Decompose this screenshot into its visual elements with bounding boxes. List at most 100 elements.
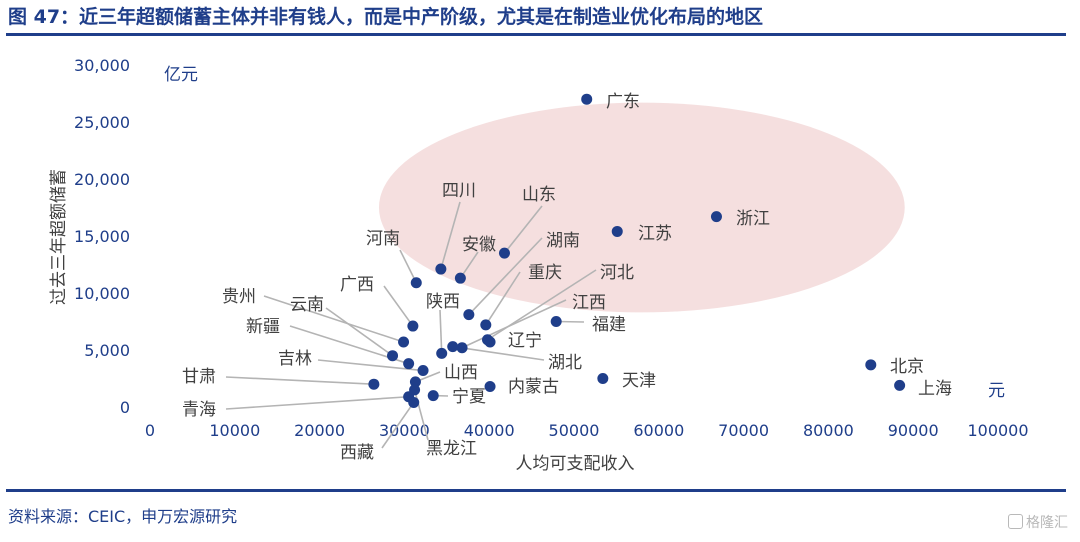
point-label: 新疆 bbox=[246, 317, 280, 337]
leader-line bbox=[485, 271, 521, 326]
data-point bbox=[408, 396, 420, 408]
data-point bbox=[550, 316, 562, 327]
watermark-text: 格隆汇 bbox=[1026, 515, 1068, 531]
leader-line bbox=[383, 285, 414, 327]
data-point bbox=[417, 365, 429, 377]
data-point bbox=[581, 93, 593, 105]
x-tick-label: 50000 bbox=[549, 421, 600, 440]
data-point bbox=[484, 380, 496, 392]
data-point bbox=[407, 320, 419, 332]
point-label: 宁夏 bbox=[452, 387, 486, 407]
data-point bbox=[427, 390, 439, 402]
point-label: 山东 bbox=[522, 185, 556, 205]
x-tick-label: 70000 bbox=[718, 421, 769, 440]
point-label: 湖南 bbox=[546, 231, 580, 251]
point-label: 河北 bbox=[600, 263, 634, 283]
point-label: 江苏 bbox=[638, 224, 672, 244]
leader-line bbox=[225, 395, 409, 410]
data-point bbox=[454, 272, 466, 284]
x-tick-label: 20000 bbox=[294, 421, 345, 440]
y-tick-label: 25,000 bbox=[74, 113, 130, 132]
point-label: 吉林 bbox=[278, 349, 312, 369]
data-point bbox=[484, 336, 496, 348]
x-tick-label: 80000 bbox=[803, 421, 854, 440]
data-point bbox=[456, 342, 468, 354]
data-point bbox=[398, 336, 410, 348]
point-label: 青海 bbox=[182, 400, 216, 420]
point-label: 黑龙江 bbox=[426, 439, 477, 459]
point-label: 北京 bbox=[890, 357, 924, 377]
y-tick-label: 30,000 bbox=[74, 56, 130, 75]
y-axis-label: 过去三年超额储蓄 bbox=[49, 169, 69, 305]
data-point bbox=[410, 277, 422, 289]
data-points bbox=[368, 93, 906, 408]
point-label: 云南 bbox=[290, 295, 324, 315]
source-rule bbox=[6, 489, 1066, 492]
data-point bbox=[409, 384, 421, 396]
point-label: 西藏 bbox=[340, 443, 374, 463]
point-label: 陕西 bbox=[426, 292, 460, 312]
axes: 亿元 元 人均可支配收入 过去三年超额储蓄 0 5,000 10,000 15,000… bbox=[49, 56, 1029, 474]
title-rule bbox=[6, 33, 1066, 36]
y-tick-label: 15,000 bbox=[74, 227, 130, 246]
data-point bbox=[436, 347, 448, 359]
y-unit-label: 亿元 bbox=[164, 65, 198, 85]
x-tick-label: 0 bbox=[145, 421, 155, 440]
data-point bbox=[368, 378, 380, 390]
leader-line bbox=[225, 376, 374, 385]
point-label: 安徽 bbox=[462, 235, 496, 255]
point-label: 重庆 bbox=[528, 263, 562, 283]
leader-line bbox=[461, 299, 567, 349]
data-point bbox=[409, 376, 421, 388]
leader-line bbox=[263, 295, 404, 343]
y-tick-label: 5,000 bbox=[84, 341, 130, 360]
y-tick-label: 20,000 bbox=[74, 170, 130, 189]
data-point bbox=[498, 247, 510, 259]
data-point bbox=[597, 373, 609, 384]
point-label: 甘肃 bbox=[182, 367, 216, 387]
y-tick-label: 10,000 bbox=[74, 284, 130, 303]
point-label: 山西 bbox=[444, 363, 478, 383]
x-tick-label: 30000 bbox=[379, 421, 430, 440]
watermark: 格隆汇 bbox=[1008, 512, 1068, 532]
source-note: 资料来源：CEIC，申万宏源研究 bbox=[8, 507, 238, 526]
point-label: 广西 bbox=[340, 275, 374, 295]
data-point bbox=[611, 225, 623, 237]
data-point bbox=[480, 319, 492, 331]
point-label: 广东 bbox=[606, 92, 640, 112]
x-tick-label: 60000 bbox=[633, 421, 684, 440]
data-point bbox=[403, 358, 415, 370]
x-unit-label: 元 bbox=[988, 381, 1005, 401]
watermark-logo-icon bbox=[1008, 514, 1023, 529]
point-label: 湖北 bbox=[548, 353, 582, 373]
data-point bbox=[435, 263, 447, 275]
leader-line bbox=[325, 307, 393, 357]
data-point bbox=[447, 341, 459, 353]
highlight-ellipse bbox=[378, 102, 905, 313]
leader-line bbox=[468, 237, 543, 316]
x-tick-label: 40000 bbox=[464, 421, 515, 440]
data-point bbox=[865, 359, 877, 371]
y-tick-label: 0 bbox=[120, 398, 130, 417]
data-point bbox=[894, 379, 906, 391]
x-tick-label: 100000 bbox=[967, 421, 1028, 440]
x-tick-label: 90000 bbox=[888, 421, 939, 440]
data-point bbox=[387, 350, 399, 362]
point-label: 河南 bbox=[366, 229, 400, 249]
leader-line bbox=[381, 401, 415, 449]
scatter-chart: 亿元 元 人均可支配收入 过去三年超额储蓄 0 5,000 10,000 15,000… bbox=[49, 56, 1029, 474]
data-point bbox=[463, 309, 475, 321]
point-label: 辽宁 bbox=[508, 331, 542, 351]
point-label: 江西 bbox=[572, 293, 606, 313]
point-label: 上海 bbox=[918, 379, 952, 399]
leader-line bbox=[439, 309, 443, 354]
x-axis-label: 人均可支配收入 bbox=[516, 454, 635, 474]
data-point bbox=[710, 211, 722, 223]
point-label: 贵州 bbox=[222, 287, 256, 307]
point-label: 浙江 bbox=[736, 209, 770, 229]
leader-line bbox=[440, 201, 461, 270]
point-label: 福建 bbox=[592, 315, 626, 335]
point-label: 四川 bbox=[442, 181, 476, 201]
highlight-region-layer bbox=[378, 102, 905, 313]
